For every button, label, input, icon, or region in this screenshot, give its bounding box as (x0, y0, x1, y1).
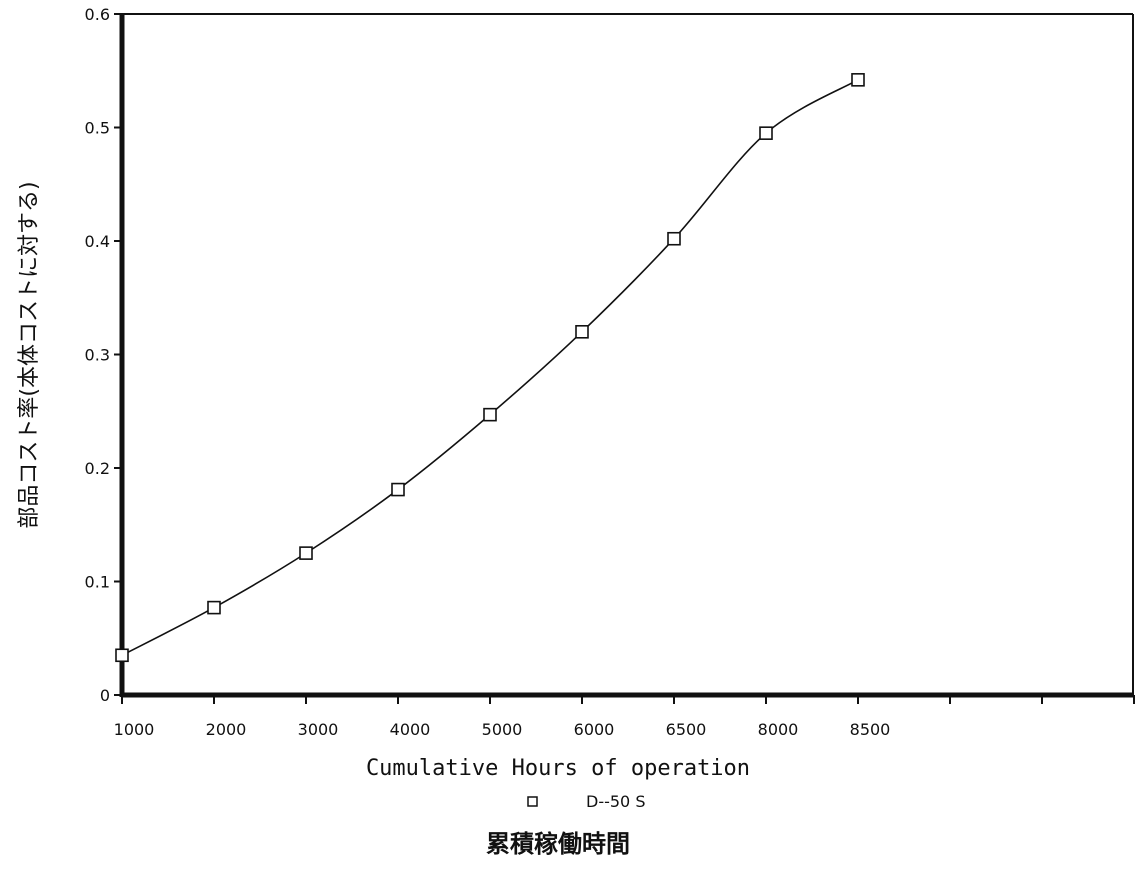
x-tick-label: 2000 (206, 720, 247, 739)
legend: D--50 S (527, 792, 645, 811)
legend-label: D--50 S (586, 792, 645, 811)
y-tick-label: 0.5 (85, 119, 110, 138)
y-tick-label: 0 (100, 686, 110, 705)
x-tick-label: 3000 (298, 720, 339, 739)
data-point-marker (667, 231, 681, 246)
data-point-marker (299, 546, 313, 560)
data-point-marker (759, 126, 773, 140)
data-point-marker (575, 324, 589, 339)
y-axis-title: 部品コスト率(本体コストに対する) (17, 181, 42, 528)
y-tick-label: 0.2 (85, 459, 110, 478)
y-tick-label: 0.4 (85, 232, 110, 251)
x-tick-label: 4000 (390, 720, 431, 739)
chart-caption: 累積稼働時間 (486, 829, 630, 858)
plot-area (119, 13, 1134, 698)
x-tick-label: 8500 (850, 720, 891, 739)
x-tick-label: 1000 (114, 720, 155, 739)
y-tick-label: 0.6 (85, 5, 110, 24)
x-tick-label: 6500 (666, 720, 707, 739)
x-tick-label: 8000 (758, 720, 799, 739)
x-axis-ticks: 1000 2000 3000 4000 5000 6000 6500 8000 8500 (114, 695, 1135, 739)
legend-marker-square (527, 796, 538, 807)
y-axis-ticks: 0 0.1 0.2 0.3 0.4 0.5 0.6 (85, 5, 122, 705)
y-tick-label: 0.3 (85, 346, 110, 365)
x-tick-label: 6000 (574, 720, 615, 739)
series-layer (115, 73, 865, 663)
x-tick-label: 5000 (482, 720, 523, 739)
data-point-marker (483, 407, 497, 422)
y-tick-label: 0.1 (85, 573, 110, 592)
data-point-marker (851, 73, 865, 87)
data-point-marker (391, 482, 405, 497)
data-point-marker (207, 600, 221, 615)
x-axis-title: Cumulative Hours of operation (366, 756, 750, 781)
series-line (121, 79, 859, 656)
data-point-marker (115, 648, 129, 663)
